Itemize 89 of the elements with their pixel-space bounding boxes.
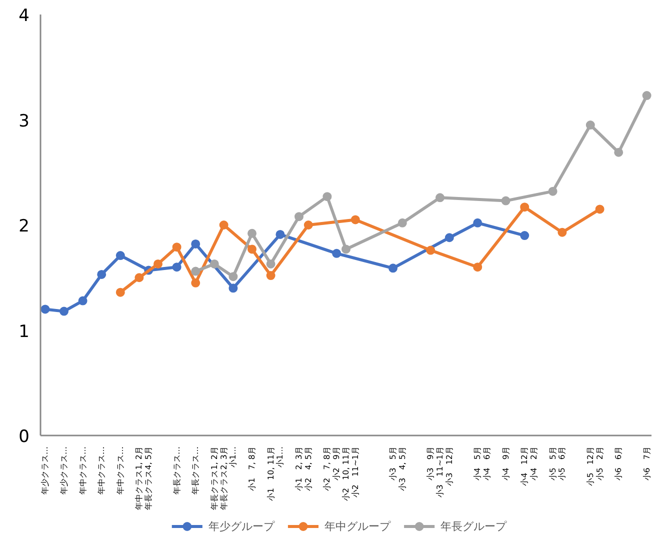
x-tick-label: 年長クラス1, 2月 [210,446,219,510]
x-tick-label: 小4 12月 [520,446,530,486]
point [210,259,219,268]
point [116,288,125,297]
point [294,212,304,222]
x-tick-label: 年少クラス… [40,446,50,494]
point [332,248,342,258]
point [172,242,182,252]
point [276,230,285,239]
x-tick-label: 小5 12月 [586,446,595,486]
point [191,239,200,248]
x-tick-label: 年中クラス… [78,446,88,494]
x-tick-label: 小6 7月 [642,446,652,481]
point [97,270,106,279]
x-tick-label: 小1… [228,446,238,468]
x-tick-label: 年長クラス2, 3月 [219,446,228,510]
x-tick-label: 年長クラス… [172,446,182,494]
point [191,278,200,288]
point [172,262,182,272]
point [436,193,444,202]
y-tick-label: 0 [18,427,30,447]
point [520,231,530,240]
point [473,218,482,228]
point [398,218,407,228]
y-tick-label: 4 [18,6,30,26]
point [154,259,162,268]
x-tick-label: 小6 6月 [614,446,624,481]
point [558,228,567,237]
y-tick-label: 1 [18,322,30,342]
x-tick-label: 小5 5月 [548,446,558,481]
x-tick-label: 小3 4, 5月 [398,446,407,491]
point [304,220,313,230]
x-tick-label: 小4 9月 [501,446,510,481]
point [444,233,454,242]
x-tick-label: 小2 4, 5月 [304,446,313,491]
x-tick-label: 小5 6月 [558,446,567,481]
x-tick-label: 年長クラス4, 5月 [144,446,154,510]
x-tick-label: 年中クラス… [97,446,106,494]
point [548,186,558,196]
x-tick-label: 小3 12月 [444,446,454,486]
x-tick-label: 小1… [276,446,285,468]
point [342,244,350,254]
point [248,228,256,238]
point [228,272,238,282]
point [40,304,50,314]
x-tick-label: 小2 9月 [332,446,342,481]
x-tick-label: 小1 10, 11月 [266,446,276,502]
point [426,246,436,255]
point [266,259,276,268]
point [520,202,530,212]
point [586,120,595,130]
point [116,251,125,260]
point [350,215,360,224]
point [248,244,256,254]
x-tick-label: 年中クラス… [116,446,125,494]
x-tick-label: 年長クラス… [191,446,200,494]
x-tick-label: 小1 7, 8月 [248,446,256,491]
x-tick-label: 小4 5月 [473,446,482,481]
point [614,148,624,157]
point [219,220,228,230]
x-tick-label: 小2 7, 8月 [322,446,332,491]
point [266,271,276,280]
point [60,306,68,316]
x-tick-label: 小2 11~1月 [350,446,360,498]
x-tick-label: 小3 9月 [426,446,436,481]
point [228,284,238,293]
point [473,262,482,272]
point [595,204,604,214]
point [388,264,398,273]
x-tick-label: 小4 2月 [530,446,538,481]
point [642,91,652,100]
y-tick-label: 3 [18,111,30,132]
x-tick-label: 年少クラス… [60,446,68,494]
x-tick-label: 小1 2, 3月 [294,446,304,491]
x-tick-label: 小2 10, 11月 [342,446,350,502]
x-tick-label: 小3 11~1月 [436,446,444,498]
x-tick-label: 小3 5月 [388,446,398,481]
point [78,296,88,306]
legend-label: 年長グループ [440,520,508,533]
y-tick-label: 2 [18,216,30,236]
point [134,273,144,282]
x-tick-label: 小5 2月 [595,446,604,481]
x-tick-label: 小4 6月 [482,446,492,481]
legend-label: 年少グループ [208,520,276,533]
x-tick-label: 年中クラス1, 2月 [134,446,144,510]
point [191,266,200,276]
point [322,192,332,202]
legend-label: 年中グループ [324,520,392,533]
point [501,196,510,206]
